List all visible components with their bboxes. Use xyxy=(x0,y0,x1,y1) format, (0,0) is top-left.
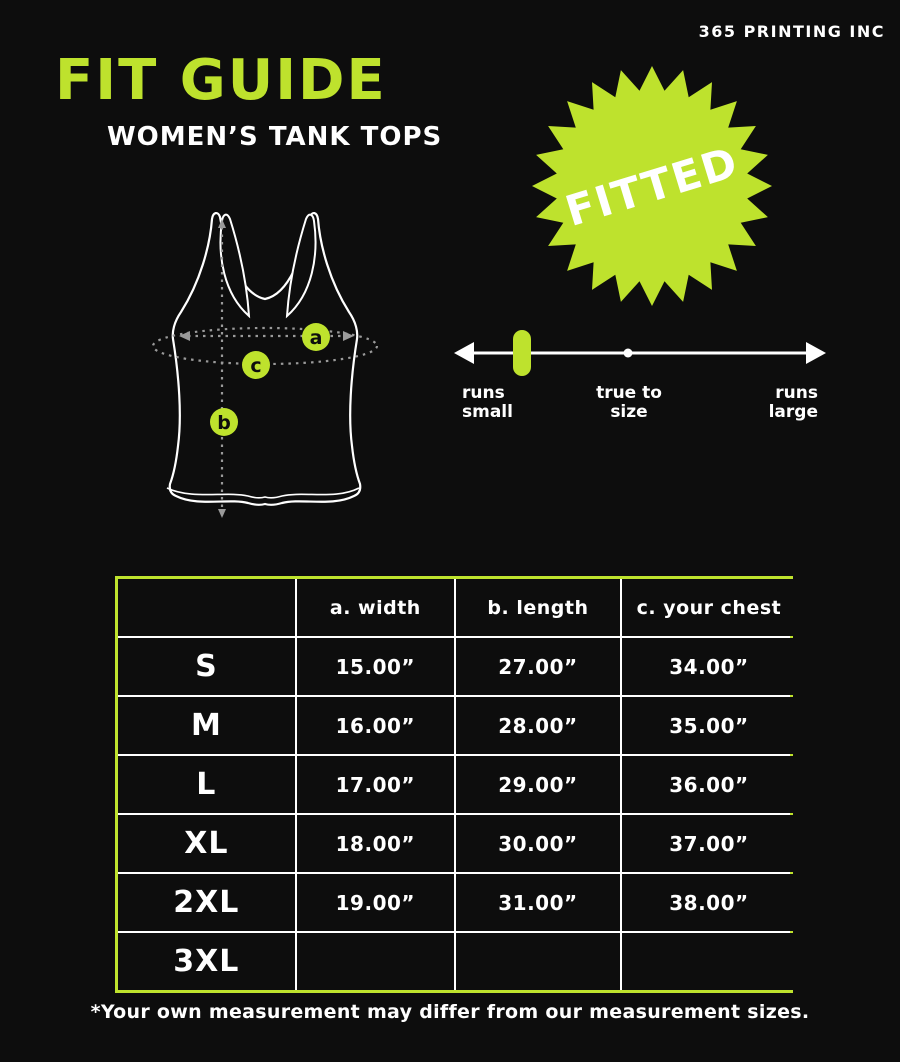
table-row-size-label: L xyxy=(118,756,295,813)
marker-c xyxy=(242,351,270,379)
table-cell-width: 19.00” xyxy=(296,874,454,931)
measurement-disclaimer: *Your own measurement may differ from ou… xyxy=(90,1001,810,1023)
table-cell-length: 27.00” xyxy=(455,638,620,695)
fitted-starburst-badge: FITTED xyxy=(532,66,772,306)
marker-a-label: a xyxy=(310,327,323,349)
scale-marker-pill xyxy=(513,330,531,376)
table-row-size-label: XL xyxy=(118,815,295,872)
scale-label-runs-large: runs large xyxy=(768,383,818,423)
scale-center-dot xyxy=(623,348,633,358)
table-row-size-label: 2XL xyxy=(118,874,295,931)
table-cell-length xyxy=(455,933,620,990)
marker-b-label: b xyxy=(217,412,231,434)
table-header-length: b. length xyxy=(455,579,620,636)
width-arrow-left-icon xyxy=(179,331,190,341)
table-header-size xyxy=(118,579,295,636)
table-cell-chest: 34.00” xyxy=(621,638,796,695)
length-arrow-bottom-icon xyxy=(218,509,226,518)
table-row-size-label: 3XL xyxy=(118,933,295,990)
table-header-width: a. width xyxy=(296,579,454,636)
marker-c-label: c xyxy=(250,355,261,377)
scale-arrow-right-icon xyxy=(806,342,826,364)
starburst-icon xyxy=(532,66,772,306)
scale-label-true-to-size: true to size xyxy=(596,383,662,423)
marker-a xyxy=(302,323,330,351)
length-arrow-top-icon xyxy=(218,219,226,228)
table-cell-width: 17.00” xyxy=(296,756,454,813)
table-cell-length: 30.00” xyxy=(455,815,620,872)
table-cell-length: 31.00” xyxy=(455,874,620,931)
table-cell-width: 15.00” xyxy=(296,638,454,695)
scale-label-runs-small: runs small xyxy=(462,383,513,423)
table-row-size-label: M xyxy=(118,697,295,754)
table-cell-length: 29.00” xyxy=(455,756,620,813)
page-subtitle: WOMEN’S TANK TOPS xyxy=(107,122,443,152)
table-cell-chest: 35.00” xyxy=(621,697,796,754)
marker-b xyxy=(210,408,238,436)
brand-name: 365 PRINTING INC xyxy=(698,22,885,41)
table-cell-length: 28.00” xyxy=(455,697,620,754)
table-cell-width: 16.00” xyxy=(296,697,454,754)
table-cell-width xyxy=(296,933,454,990)
table-cell-chest: 38.00” xyxy=(621,874,796,931)
tank-armhole-left xyxy=(219,213,251,319)
fit-scale xyxy=(454,330,826,376)
tank-hem-seam xyxy=(166,487,360,499)
table-cell-width: 18.00” xyxy=(296,815,454,872)
tank-top-diagram: a c b xyxy=(151,212,379,518)
tank-armhole-right xyxy=(285,213,317,319)
table-header-chest: c. your chest xyxy=(621,579,796,636)
page-title: FIT GUIDE xyxy=(55,48,387,113)
table-cell-chest xyxy=(621,933,796,990)
size-table: a. width b. length c. your chest S 15.00… xyxy=(115,576,796,993)
table-cell-chest: 37.00” xyxy=(621,815,796,872)
chest-guide-ellipse xyxy=(151,326,379,366)
table-cell-chest: 36.00” xyxy=(621,756,796,813)
table-row-size-label: S xyxy=(118,638,295,695)
scale-arrow-left-icon xyxy=(454,342,474,364)
